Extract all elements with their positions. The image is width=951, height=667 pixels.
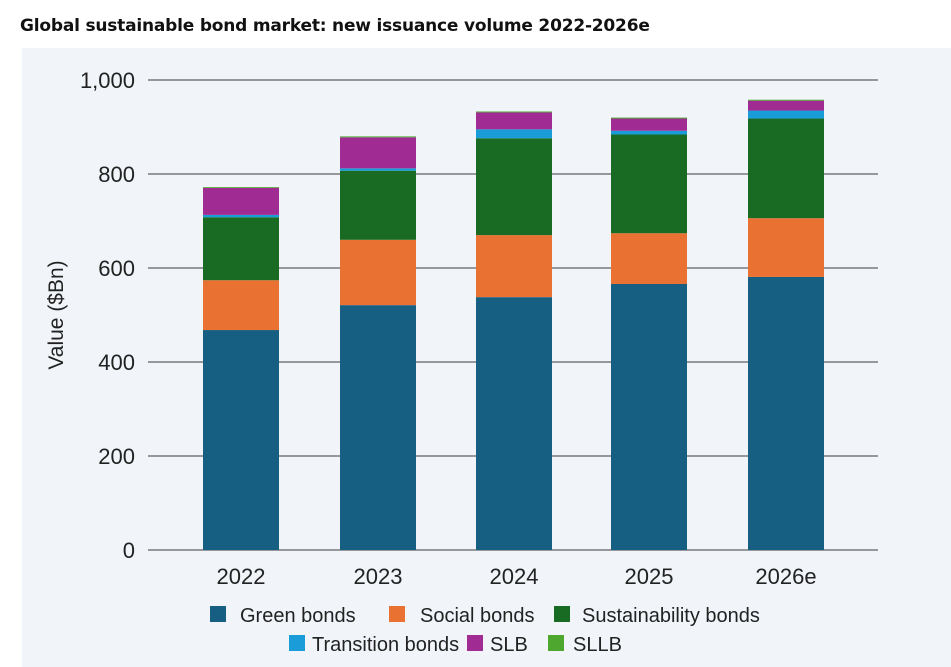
y-tick-label: 800 [98,162,135,187]
legend-swatch-icon [210,606,226,622]
bar-segment-sustainability-bonds-2022 [203,217,279,281]
bar-segment-transition-bonds-2026e [748,110,824,119]
bar-segment-social-bonds-2023 [340,239,416,306]
bar-segment-transition-bonds-2024 [476,129,552,139]
legend-label: SLB [490,634,528,656]
bar-segment-transition-bonds-2023 [340,168,416,171]
bar-segment-sllb-2022 [203,187,279,188]
bar-segment-slb-2022 [203,187,279,215]
bar-segment-slb-2026e [748,100,824,111]
x-tick-label: 2023 [354,564,403,589]
legend-label: Social bonds [420,605,535,627]
bar-segment-transition-bonds-2022 [203,214,279,218]
bar-segment-green-bonds-2026e [748,276,824,550]
legend-swatch-icon [467,635,483,651]
y-tick-label: 1,000 [80,68,135,93]
bar-segment-slb-2023 [340,137,416,169]
y-tick-label: 400 [98,350,135,375]
legend-label: Transition bonds [312,634,459,656]
bar-segment-sustainability-bonds-2024 [476,138,552,236]
bar-segment-sllb-2026e [748,99,824,101]
x-tick-label: 2026e [755,564,816,589]
bar-segment-social-bonds-2026e [748,218,824,277]
bar-segment-social-bonds-2022 [203,280,279,331]
y-tick-label: 0 [123,538,135,563]
bar-segment-transition-bonds-2025 [611,130,687,135]
bar-segment-slb-2024 [476,112,552,130]
bar-segment-sllb-2025 [611,117,687,119]
legend-label: Green bonds [240,605,356,627]
x-tick-label: 2025 [625,564,674,589]
legend-swatch-icon [389,606,405,622]
x-tick-label: 2022 [217,564,266,589]
bar-segment-social-bonds-2024 [476,235,552,298]
bar-segment-slb-2025 [611,118,687,131]
bar-segment-green-bonds-2025 [611,283,687,550]
y-axis-label: Value ($Bn) [45,260,68,369]
legend-swatch-icon [554,606,570,622]
chart-title: Global sustainable bond market: new issu… [20,16,650,36]
bar-segment-social-bonds-2025 [611,233,687,284]
bar-segment-sllb-2024 [476,111,552,113]
bar-segment-sustainability-bonds-2023 [340,170,416,240]
bar-segment-green-bonds-2022 [203,330,279,550]
bar-segment-green-bonds-2023 [340,305,416,550]
bar-segment-sustainability-bonds-2026e [748,118,824,219]
y-tick-label: 200 [98,444,135,469]
legend-swatch-icon [548,635,564,651]
legend-swatch-icon [289,635,305,651]
legend-label: SLLB [573,634,622,656]
bar-segment-sllb-2023 [340,136,416,138]
legend-label: Sustainability bonds [582,605,760,627]
y-tick-label: 600 [98,256,135,281]
x-tick-label: 2024 [490,564,539,589]
bar-segment-sustainability-bonds-2025 [611,134,687,234]
bar-segment-green-bonds-2024 [476,297,552,550]
